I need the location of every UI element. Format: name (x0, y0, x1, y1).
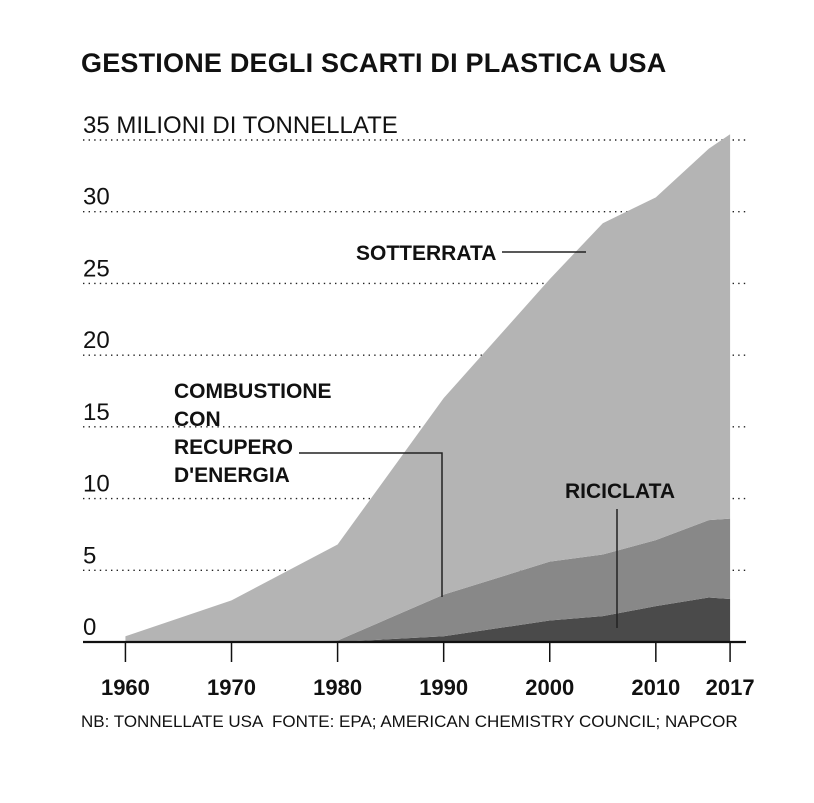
x-tick-label-1960: 1960 (101, 675, 150, 700)
x-tick-label-1980: 1980 (313, 675, 362, 700)
label-sotterrata: SOTTERRATA (356, 242, 496, 265)
x-tick-label-2000: 2000 (525, 675, 574, 700)
area-sotterrata (125, 134, 731, 642)
area-combustione-con-recupero-d-energia (125, 518, 731, 642)
y-tick-label-35: 35 MILIONI DI TONNELLATE (83, 112, 398, 139)
label-riciclata: RICICLATA (565, 480, 675, 503)
y-tick-label-20: 20 (83, 327, 110, 354)
axes: 35 MILIONI DI TONNELLATE 30 25 20 15 10 5 0 1960… (83, 112, 755, 700)
units-note: NB: TONNELLATE USA (81, 712, 264, 731)
source-note: FONTE: EPA; AMERICAN CHEMISTRY COUNCIL; … (272, 712, 738, 731)
y-tick-label-10: 10 (83, 471, 110, 498)
y-tick-label-5: 5 (83, 542, 96, 569)
label-combustione-line-3: RECUPERO (174, 436, 293, 459)
annotation-leaders (299, 251, 618, 628)
area-riciclata (125, 597, 731, 642)
x-tick-label-1990: 1990 (419, 675, 468, 700)
x-tick-label-1970: 1970 (207, 675, 256, 700)
y-tick-label-15: 15 (83, 399, 110, 426)
y-tick-label-25: 25 (83, 255, 110, 282)
leader-combustione (299, 452, 443, 597)
areas (125, 134, 731, 642)
x-tick-label-2017: 2017 (706, 675, 755, 700)
y-tick-label-30: 30 (83, 184, 110, 211)
label-combustione-line-4: D'ENERGIA (174, 464, 290, 487)
label-combustione-line-1: COMBUSTIONE (174, 380, 332, 403)
y-tick-label-0: 0 (83, 614, 96, 641)
label-combustione-line-2: CON (174, 408, 221, 431)
annotations: SOTTERRATA COMBUSTIONE CON RECUPERO D'EN… (174, 242, 675, 503)
x-tick-label-2010: 2010 (631, 675, 680, 700)
chart-title: GESTIONE DEGLI SCARTI DI PLASTICA USA (81, 48, 666, 78)
